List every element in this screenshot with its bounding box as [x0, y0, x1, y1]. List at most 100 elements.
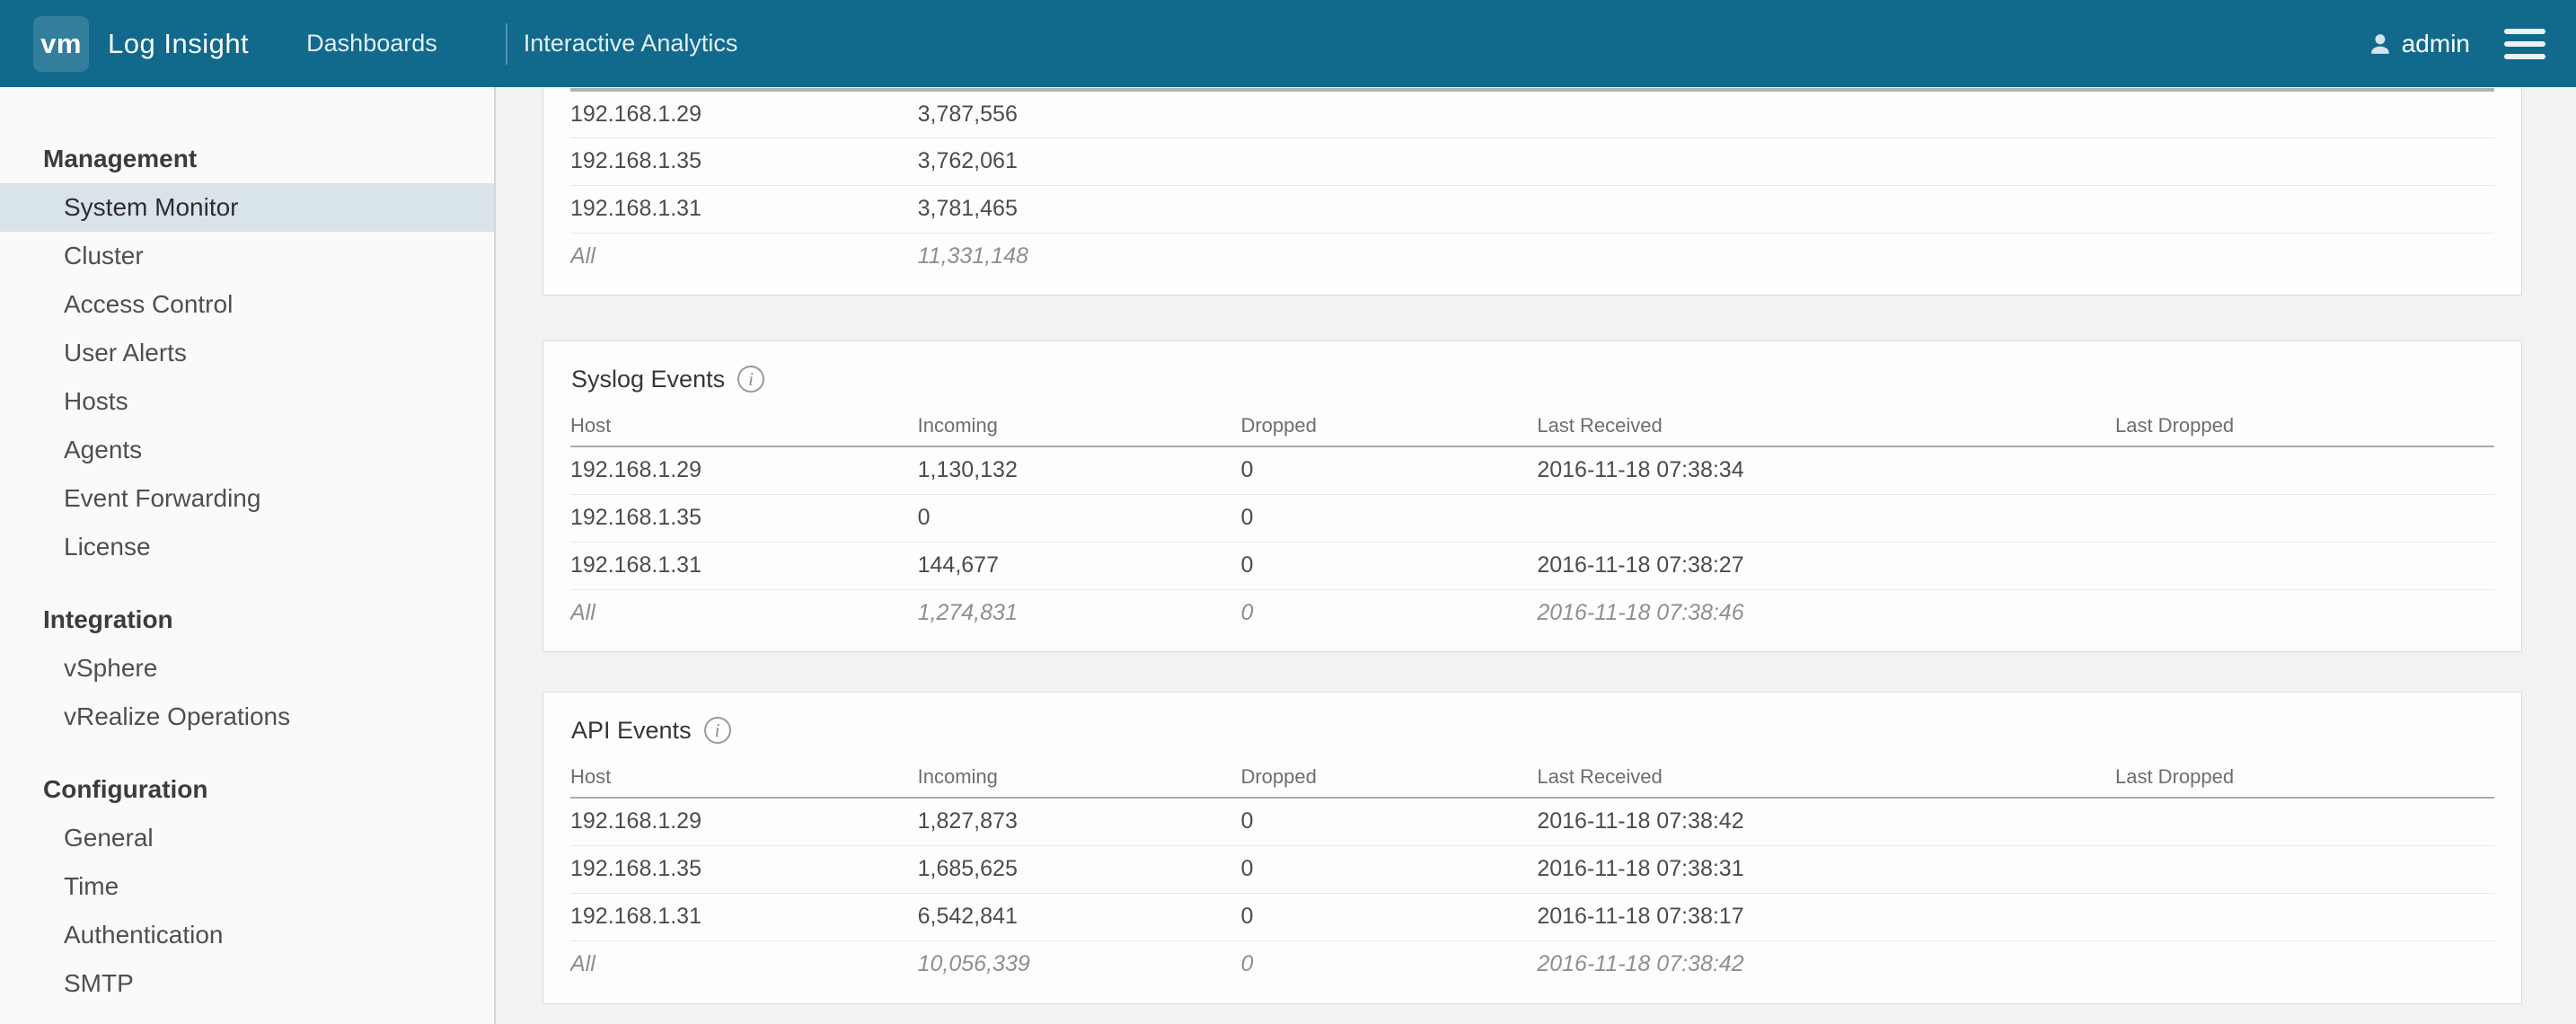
sidebar-item-hosts[interactable]: Hosts: [64, 387, 128, 415]
table-cell: 0: [1240, 940, 1538, 988]
user-icon: [2371, 33, 2389, 54]
table-cell: [2115, 446, 2494, 494]
sidebar-section-integration: Integration vSphere vRealize Operations: [0, 596, 494, 741]
table-cell: 192.168.1.35: [570, 844, 918, 893]
sidebar-item-authentication[interactable]: Authentication: [64, 921, 224, 949]
table-cell: 0: [1240, 808, 1254, 834]
table-row: 192.168.1.31 6,542,841 0 2016-11-18 07:38:1…: [570, 892, 2494, 940]
sidebar-item-general[interactable]: General: [64, 824, 154, 852]
table-cell: 0: [1240, 892, 1538, 940]
table-cell: 1,274,831: [917, 588, 1241, 637]
table-cell: [1537, 90, 2115, 137]
column-header-last-dropped: Last Dropped: [2114, 406, 2494, 447]
table-total-row: All 10,056,339 0 2016-11-18 07:38:42: [570, 940, 2494, 988]
sidebar-item-cluster[interactable]: Cluster: [64, 242, 144, 269]
table-cell: 1,827,873: [917, 808, 1018, 834]
table-header-row: Host Incoming Dropped Last Received Last Dro…: [570, 406, 2494, 447]
table-cell: 2016-11-18 07:38:42: [1537, 940, 2115, 988]
table-row: 192.168.1.29 3,787,556: [570, 90, 2494, 137]
info-icon[interactable]: i: [737, 366, 765, 393]
table-cell: 192.168.1.35: [570, 137, 918, 185]
card-title-row: Syslog Events i: [543, 341, 2521, 406]
app-header: vm Log Insight Dashboards Interactive Ana…: [0, 0, 2576, 87]
column-header-dropped: Dropped: [1240, 757, 1538, 799]
table-row: 192.168.1.35 1,685,625 0 2016-11-18 07:38:3…: [570, 844, 2494, 893]
events-ingested-card: 192.168.1.29 3,787,556 192.168.1.35 3,762,0…: [543, 88, 2522, 296]
table-cell: All: [570, 588, 918, 637]
column-header-last-dropped: Last Dropped: [2114, 757, 2494, 799]
syslog-events-table: Host Incoming Dropped Last Received Last Dro…: [570, 406, 2494, 637]
sidebar: Management System Monitor Cluster Access Co…: [0, 87, 496, 1024]
card-title: API Events: [571, 716, 692, 744]
info-icon[interactable]: i: [703, 717, 731, 744]
table-cell: [2115, 798, 2494, 845]
sidebar-item-event-forwarding[interactable]: Event Forwarding: [64, 484, 261, 512]
sidebar-item-license[interactable]: License: [64, 533, 151, 561]
vmware-logo-text: vm: [40, 27, 82, 59]
table-cell: [1240, 90, 1537, 137]
table-cell: 192.168.1.31: [570, 184, 918, 233]
sidebar-section-title: Integration: [43, 605, 173, 633]
table-cell: 10,056,339: [917, 940, 1241, 988]
table-cell: 3,781,465: [917, 184, 1241, 233]
sidebar-item-vsphere[interactable]: vSphere: [64, 654, 158, 682]
table-cell: 2016-11-18 07:38:34: [1537, 457, 1744, 483]
nav-interactive-analytics[interactable]: Interactive Analytics: [523, 30, 738, 57]
sidebar-item-smtp[interactable]: SMTP: [64, 969, 134, 997]
user-menu[interactable]: admin: [2366, 30, 2470, 58]
table-cell: 6,542,841: [917, 892, 1241, 940]
table-cell: 2016-11-18 07:38:27: [1537, 541, 2115, 589]
table-cell: 0: [1240, 844, 1538, 893]
column-header-incoming: Incoming: [917, 757, 1241, 799]
table-total-row: All 11,331,148: [570, 232, 2494, 280]
sidebar-item-system-monitor[interactable]: System Monitor: [0, 183, 494, 232]
table-row: 192.168.1.35 0 0: [570, 493, 2494, 542]
table-cell: 192.168.1.35: [570, 493, 918, 542]
sidebar-section-title: Configuration: [43, 775, 208, 803]
sidebar-item-agents[interactable]: Agents: [64, 436, 143, 463]
table-cell: [2114, 137, 2494, 185]
column-header-dropped: Dropped: [1240, 406, 1538, 447]
nav-dashboards[interactable]: Dashboards: [306, 30, 437, 57]
table-cell: 192.168.1.29: [570, 808, 701, 834]
table-cell: 11,331,148: [917, 232, 1241, 280]
table-row: 192.168.1.31 3,781,465: [570, 184, 2494, 233]
column-header-host: Host: [570, 406, 918, 447]
card-title: Syslog Events: [571, 365, 726, 393]
sidebar-item-user-alerts[interactable]: User Alerts: [64, 339, 187, 366]
table-cell: 0: [1240, 457, 1254, 483]
user-name: admin: [2401, 29, 2470, 57]
table-cell: 192.168.1.29: [570, 457, 701, 483]
table-cell: 1,685,625: [917, 844, 1241, 893]
table-cell: 0: [1240, 541, 1538, 589]
table-cell: [1240, 184, 1538, 233]
table-row: 192.168.1.29 1,827,873 0 2016-11-18 07:38:4…: [570, 798, 2494, 845]
table-cell: 3,787,556: [917, 101, 1018, 127]
table-cell: 2016-11-18 07:38:17: [1537, 892, 2115, 940]
table-cell: [2114, 588, 2494, 637]
table-cell: 3,762,061: [917, 137, 1241, 185]
table-cell: [2114, 892, 2494, 940]
table-cell: 1,130,132: [917, 457, 1018, 483]
syslog-events-card: Syslog Events i Host Incoming Dropped Last …: [543, 340, 2522, 652]
sidebar-item-access-control[interactable]: Access Control: [64, 290, 234, 318]
sidebar-item-time[interactable]: Time: [64, 872, 119, 900]
table-total-row: All 1,274,831 0 2016-11-18 07:38:46: [570, 588, 2494, 637]
table-cell: [2115, 90, 2494, 137]
table-cell: [1240, 232, 1538, 280]
vmware-logo[interactable]: vm: [33, 15, 89, 72]
table-cell: [2114, 232, 2494, 280]
table-cell: All: [570, 940, 918, 988]
hamburger-menu-icon[interactable]: [2504, 25, 2545, 63]
table-cell: [2114, 940, 2494, 988]
table-cell: 192.168.1.29: [570, 101, 701, 127]
header-right: admin: [2366, 0, 2545, 87]
table-cell: 2016-11-18 07:38:46: [1537, 588, 2115, 637]
table-cell: 0: [1240, 493, 1538, 542]
sidebar-section-title: Management: [43, 145, 198, 172]
table-cell: [1537, 184, 2115, 233]
sidebar-item-vrealize-operations[interactable]: vRealize Operations: [64, 702, 291, 730]
card-title-row: API Events i: [543, 693, 2521, 757]
column-header-last-received: Last Received: [1537, 757, 2115, 799]
table-cell: 2016-11-18 07:38:31: [1537, 844, 2115, 893]
